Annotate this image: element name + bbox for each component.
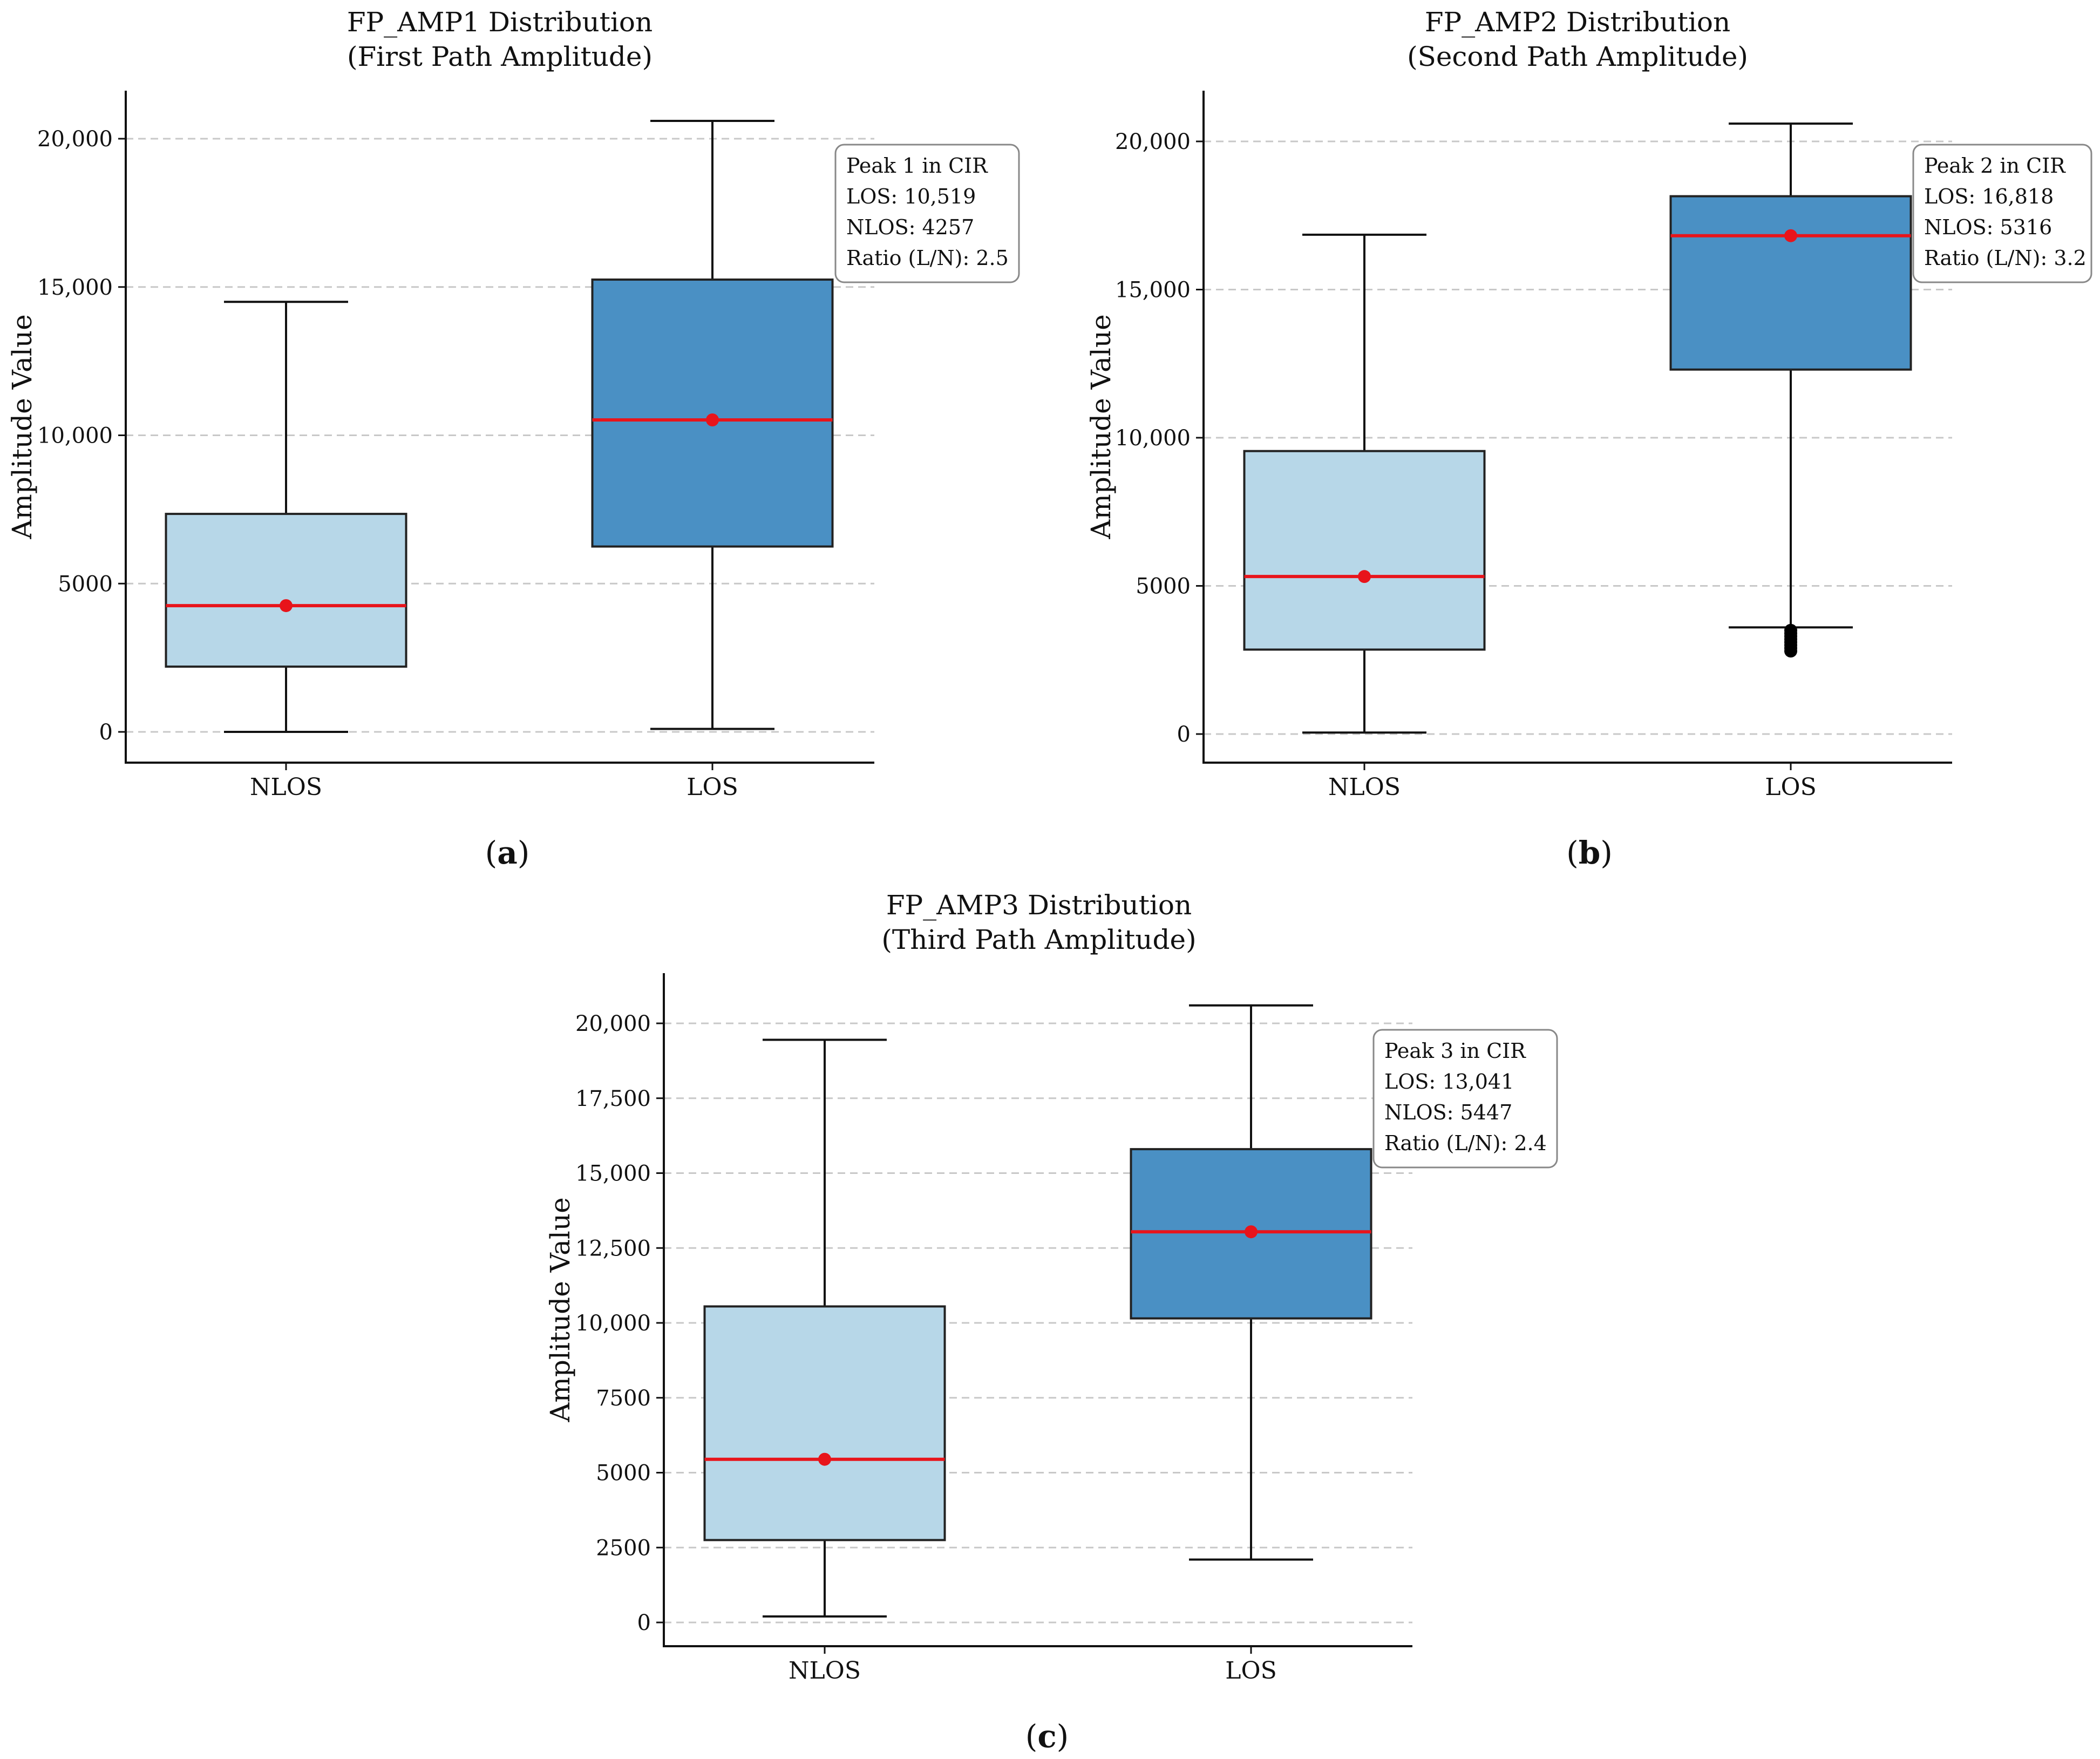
stats-annotation: Peak 1 in CIR LOS: 10,519 NLOS: 4257 Ratio … [834, 144, 1020, 283]
y-tick-label: 5000 [1136, 574, 1191, 599]
panel-label-open: ( [485, 834, 498, 871]
y-tick-label: 15,000 [1115, 278, 1191, 303]
iqr-box [1243, 450, 1486, 651]
axes-spines [1202, 91, 1952, 764]
chart-title: FP_AMP3 Distribution [886, 889, 1192, 921]
y-tick-label: 20,000 [575, 1011, 651, 1036]
x-tick-label: NLOS [1328, 773, 1401, 801]
x-tick-label: NLOS [250, 773, 322, 801]
annotation-line: LOS: 16,818 [1924, 185, 2054, 208]
x-tick-label: LOS [1225, 1657, 1276, 1685]
mean-marker [818, 1452, 831, 1466]
x-tick-label: LOS [687, 773, 738, 801]
panel-label: (c) [1025, 1718, 1069, 1755]
annotation-line: LOS: 13,041 [1384, 1070, 1514, 1094]
y-tick-label: 5000 [58, 572, 113, 596]
mean-marker [1784, 229, 1797, 242]
panel-label: (a) [485, 834, 530, 871]
chart-panel-3: FP_AMP3 Distribution(Third Path Amplitud… [545, 889, 1558, 1755]
outlier-point [1784, 644, 1797, 658]
chart-title: FP_AMP1 Distribution [347, 6, 653, 38]
y-tick-label: 10,000 [575, 1311, 651, 1336]
box-nlos [1243, 233, 1486, 734]
y-tick-label: 0 [637, 1611, 651, 1635]
y-tick-label: 17,500 [575, 1086, 651, 1111]
panel-label-close: ) [1057, 1718, 1069, 1755]
box-los [1130, 1004, 1372, 1561]
stats-annotation: Peak 2 in CIR LOS: 16,818 NLOS: 5316 Ratio … [1912, 144, 2092, 283]
y-tick-label: 15,000 [37, 275, 113, 300]
y-tick-label: 0 [1177, 722, 1191, 747]
panel-label-letter: b [1579, 834, 1601, 871]
panel-label-letter: a [497, 834, 518, 871]
box-nlos [165, 301, 407, 733]
panel-label-letter: c [1037, 1718, 1056, 1755]
panel-label: (b) [1566, 834, 1613, 871]
iqr-box [1669, 195, 1912, 371]
annotation-line: Peak 3 in CIR [1384, 1039, 1526, 1063]
y-tick-label: 0 [99, 720, 113, 745]
y-tick-label: 20,000 [37, 127, 113, 152]
annotation-box [834, 144, 1020, 283]
chart-title: FP_AMP2 Distribution [1425, 6, 1730, 38]
y-tick-label: 15,000 [575, 1162, 651, 1186]
iqr-box [591, 279, 834, 548]
panel-label-open: ( [1566, 834, 1579, 871]
annotation-line: NLOS: 5447 [1384, 1101, 1512, 1124]
axes-spines [125, 91, 874, 764]
y-axis-label: Amplitude Value [6, 314, 38, 539]
annotation-line: Ratio (L/N): 2.5 [846, 246, 1009, 270]
annotation-box [1372, 1029, 1558, 1169]
x-tick-label: LOS [1765, 773, 1816, 801]
iqr-box [165, 513, 407, 668]
y-tick-label: 10,000 [1115, 426, 1191, 451]
panel-label-open: ( [1025, 1718, 1038, 1755]
mean-marker [1358, 570, 1371, 583]
annotation-line: Peak 1 in CIR [846, 154, 988, 178]
chart-subtitle: (Third Path Amplitude) [881, 924, 1196, 955]
y-tick-label: 10,000 [37, 424, 113, 449]
y-axis-label: Amplitude Value [545, 1197, 576, 1422]
annotation-line: Peak 2 in CIR [1924, 154, 2066, 178]
chart-subtitle: (First Path Amplitude) [347, 41, 653, 72]
annotation-line: Ratio (L/N): 2.4 [1384, 1131, 1547, 1155]
annotation-line: NLOS: 5316 [1924, 215, 2052, 239]
x-tick-label: NLOS [789, 1657, 861, 1685]
box-los [591, 120, 834, 730]
axes-spines [663, 973, 1412, 1647]
chart-panel-2: FP_AMP2 Distribution(Second Path Amplitu… [1085, 6, 2092, 871]
mean-marker [1245, 1225, 1258, 1239]
y-tick-label: 12,500 [575, 1236, 651, 1261]
mean-marker [706, 413, 719, 426]
annotation-line: LOS: 10,519 [846, 185, 976, 208]
chart-subtitle: (Second Path Amplitude) [1407, 41, 1748, 72]
y-tick-label: 2500 [596, 1536, 651, 1560]
annotation-line: Ratio (L/N): 3.2 [1924, 246, 2087, 270]
stats-annotation: Peak 3 in CIR LOS: 13,041 NLOS: 5447 Ratio … [1372, 1029, 1558, 1169]
iqr-box [703, 1305, 946, 1541]
panel-label-close: ) [518, 834, 530, 871]
y-tick-label: 7500 [596, 1386, 651, 1411]
annotation-box [1912, 144, 2092, 283]
y-tick-label: 5000 [596, 1461, 651, 1486]
chart-panel-1: FP_AMP1 Distribution(First Path Amplitud… [6, 6, 1020, 871]
box-los [1669, 123, 1912, 658]
annotation-line: NLOS: 4257 [846, 215, 974, 239]
panel-label-close: ) [1600, 834, 1613, 871]
y-axis-label: Amplitude Value [1085, 314, 1117, 539]
mean-marker [280, 599, 293, 613]
y-tick-label: 20,000 [1115, 130, 1191, 154]
box-nlos [703, 1038, 946, 1618]
